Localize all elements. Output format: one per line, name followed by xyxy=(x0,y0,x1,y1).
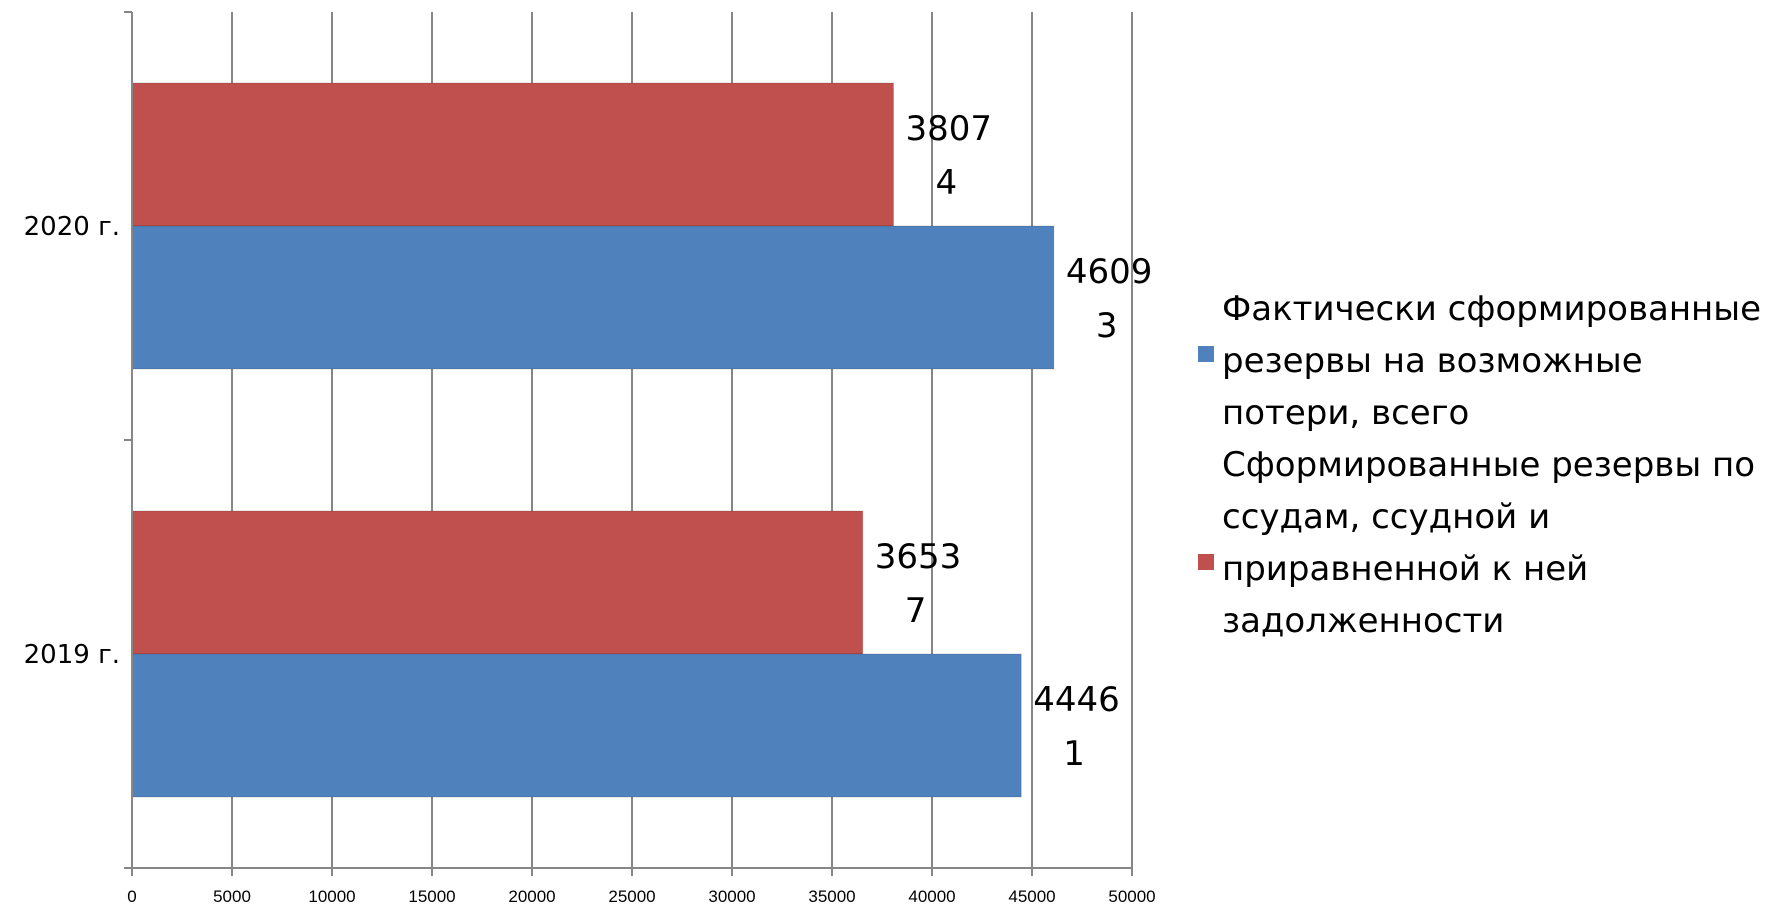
bar-total-reserves-1 xyxy=(132,226,1054,369)
data-label-continuation: 3 xyxy=(1096,306,1118,346)
x-tick-label: 50000 xyxy=(1108,887,1155,906)
x-tick-label: 35000 xyxy=(808,887,855,906)
x-tick-label: 10000 xyxy=(308,887,355,906)
legend-label-line: Фактически сформированные xyxy=(1222,289,1761,329)
bar-loan-reserves-0 xyxy=(132,511,863,654)
x-tick-label: 30000 xyxy=(708,887,755,906)
bar-total-reserves-0 xyxy=(132,654,1021,797)
category-label: 2019 г. xyxy=(24,640,120,670)
data-label: 4609 xyxy=(1066,252,1153,292)
x-tick-label: 40000 xyxy=(908,887,955,906)
data-label: 3653 xyxy=(875,537,962,577)
x-tick-label: 20000 xyxy=(508,887,555,906)
legend: Фактически сформированные резервы на возм… xyxy=(1198,289,1761,641)
category-label: 2020 г. xyxy=(24,212,120,242)
x-tick-label: 25000 xyxy=(608,887,655,906)
legend-marker-total-reserves xyxy=(1198,346,1214,362)
legend-label-line: задолженности xyxy=(1222,601,1504,641)
legend-marker-loan-reserves xyxy=(1198,554,1214,570)
data-label: 4446 xyxy=(1033,680,1120,720)
legend-label-line: резервы на возможные xyxy=(1222,341,1643,381)
data-label: 3807 xyxy=(905,109,992,149)
data-label-continuation: 7 xyxy=(905,591,927,631)
x-tick-label: 15000 xyxy=(408,887,455,906)
data-label-continuation: 4 xyxy=(935,163,957,203)
legend-label-line: Сформированные резервы по xyxy=(1222,445,1755,485)
x-tick-label: 5000 xyxy=(213,887,251,906)
legend-label-line: потери, всего xyxy=(1222,393,1469,433)
data-label-continuation: 1 xyxy=(1063,734,1085,774)
legend-label-line: ссудам, ссудной и xyxy=(1222,497,1550,537)
x-tick-label: 0 xyxy=(127,887,136,906)
bars xyxy=(132,83,1054,797)
bar-loan-reserves-1 xyxy=(132,83,893,226)
legend-label-line: приравненной к ней xyxy=(1222,549,1588,589)
x-tick-label: 45000 xyxy=(1008,887,1055,906)
